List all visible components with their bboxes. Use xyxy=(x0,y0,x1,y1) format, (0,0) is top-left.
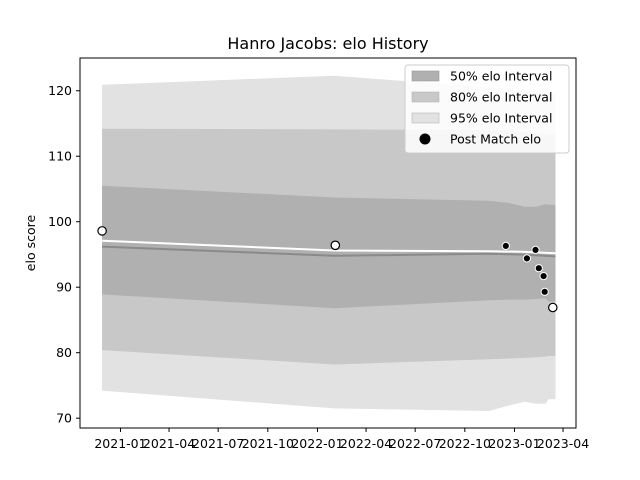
legend-swatch xyxy=(411,70,440,82)
band-50 xyxy=(102,185,556,309)
x-tick-label: 2023-01 xyxy=(488,436,540,451)
legend-label: 80% elo Interval xyxy=(450,90,552,105)
y-tick-label: 70 xyxy=(56,411,72,426)
post-match-point xyxy=(539,272,548,281)
y-tick-label: 80 xyxy=(56,345,72,360)
x-tick-label: 2022-01 xyxy=(291,436,343,451)
median-line xyxy=(102,245,556,258)
legend-label: Post Match elo xyxy=(450,132,541,147)
x-tick-label: 2022-07 xyxy=(389,436,441,451)
legend-swatch xyxy=(411,112,440,124)
chart-title: Hanro Jacobs: elo History xyxy=(227,34,428,53)
legend: 50% elo Interval 80% elo Interval 95% elo … xyxy=(404,64,570,154)
legend-label: 95% elo Interval xyxy=(450,111,552,126)
post-match-point xyxy=(540,287,549,296)
x-tick-label: 2022-10 xyxy=(439,436,491,451)
x-axis-ticks: 2021-012021-042021-072021-102022-012022-… xyxy=(94,428,589,451)
x-tick-label: 2022-04 xyxy=(340,436,392,451)
post-match-point xyxy=(531,245,540,254)
post-match-point xyxy=(97,226,107,236)
x-tick-label: 2021-01 xyxy=(94,436,146,451)
post-match-point xyxy=(534,264,543,273)
y-tick-label: 120 xyxy=(48,83,72,98)
post-match-point xyxy=(547,302,558,313)
legend-box xyxy=(404,64,570,154)
post-match-point xyxy=(522,254,532,263)
x-tick-label: 2023-04 xyxy=(537,436,589,451)
post-match-points xyxy=(97,226,558,313)
y-tick-label: 110 xyxy=(48,149,72,164)
legend-swatch xyxy=(411,91,440,103)
y-axis-ticks: 70 80 90 100 110 120 xyxy=(48,83,80,426)
y-tick-label: 100 xyxy=(48,214,72,229)
x-tick-label: 2021-10 xyxy=(242,436,294,451)
plot-frame xyxy=(79,57,577,429)
y-tick-label: 90 xyxy=(56,280,72,295)
post-match-point xyxy=(330,240,341,251)
interval-bands xyxy=(102,75,556,411)
x-tick-label: 2021-07 xyxy=(192,436,244,451)
legend-label: 50% elo Interval xyxy=(450,69,552,84)
legend-marker xyxy=(419,133,431,145)
y-axis-label: elo score xyxy=(23,215,38,272)
post-match-point xyxy=(501,241,510,250)
x-tick-label: 2021-04 xyxy=(143,436,195,451)
